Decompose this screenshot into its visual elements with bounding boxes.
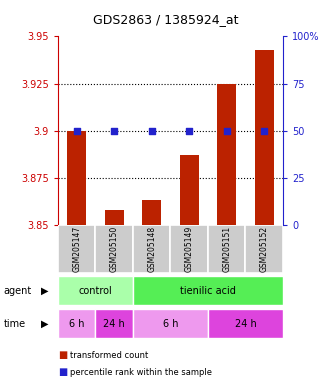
Text: GSM205152: GSM205152	[260, 225, 269, 272]
Point	[74, 127, 79, 134]
Bar	[170, 225, 208, 273]
Text: ▶: ▶	[41, 286, 48, 296]
Text: GSM205151: GSM205151	[222, 225, 231, 272]
Point	[187, 127, 192, 134]
Bar	[217, 84, 236, 225]
Text: control: control	[78, 286, 112, 296]
Text: GSM205147: GSM205147	[72, 225, 81, 272]
Bar	[58, 309, 95, 338]
Text: ▶: ▶	[41, 318, 48, 329]
Text: ■: ■	[58, 350, 67, 360]
Text: 6 h: 6 h	[163, 318, 178, 329]
Text: agent: agent	[3, 286, 31, 296]
Text: GSM205148: GSM205148	[147, 225, 156, 272]
Bar	[142, 200, 161, 225]
Point	[261, 127, 267, 134]
Text: ■: ■	[58, 367, 67, 377]
Bar	[58, 276, 133, 305]
Text: transformed count: transformed count	[70, 351, 148, 360]
Text: 24 h: 24 h	[235, 318, 257, 329]
Bar	[133, 309, 208, 338]
Text: percentile rank within the sample: percentile rank within the sample	[70, 368, 212, 377]
Text: GSM205150: GSM205150	[110, 225, 119, 272]
Point	[112, 127, 117, 134]
Bar	[58, 225, 95, 273]
Bar	[67, 131, 86, 225]
Bar	[95, 225, 133, 273]
Bar	[255, 50, 274, 225]
Bar	[133, 225, 170, 273]
Text: 6 h: 6 h	[69, 318, 84, 329]
Bar	[105, 210, 123, 225]
Text: time: time	[3, 318, 25, 329]
Text: tienilic acid: tienilic acid	[180, 286, 236, 296]
Bar	[208, 309, 283, 338]
Point	[224, 127, 229, 134]
Point	[149, 127, 154, 134]
Text: 24 h: 24 h	[103, 318, 125, 329]
Bar	[95, 309, 133, 338]
Bar	[246, 225, 283, 273]
Bar	[208, 225, 246, 273]
Text: GSM205149: GSM205149	[185, 225, 194, 272]
Bar	[133, 276, 283, 305]
Bar	[180, 155, 199, 225]
Text: GDS2863 / 1385924_at: GDS2863 / 1385924_at	[93, 13, 238, 26]
